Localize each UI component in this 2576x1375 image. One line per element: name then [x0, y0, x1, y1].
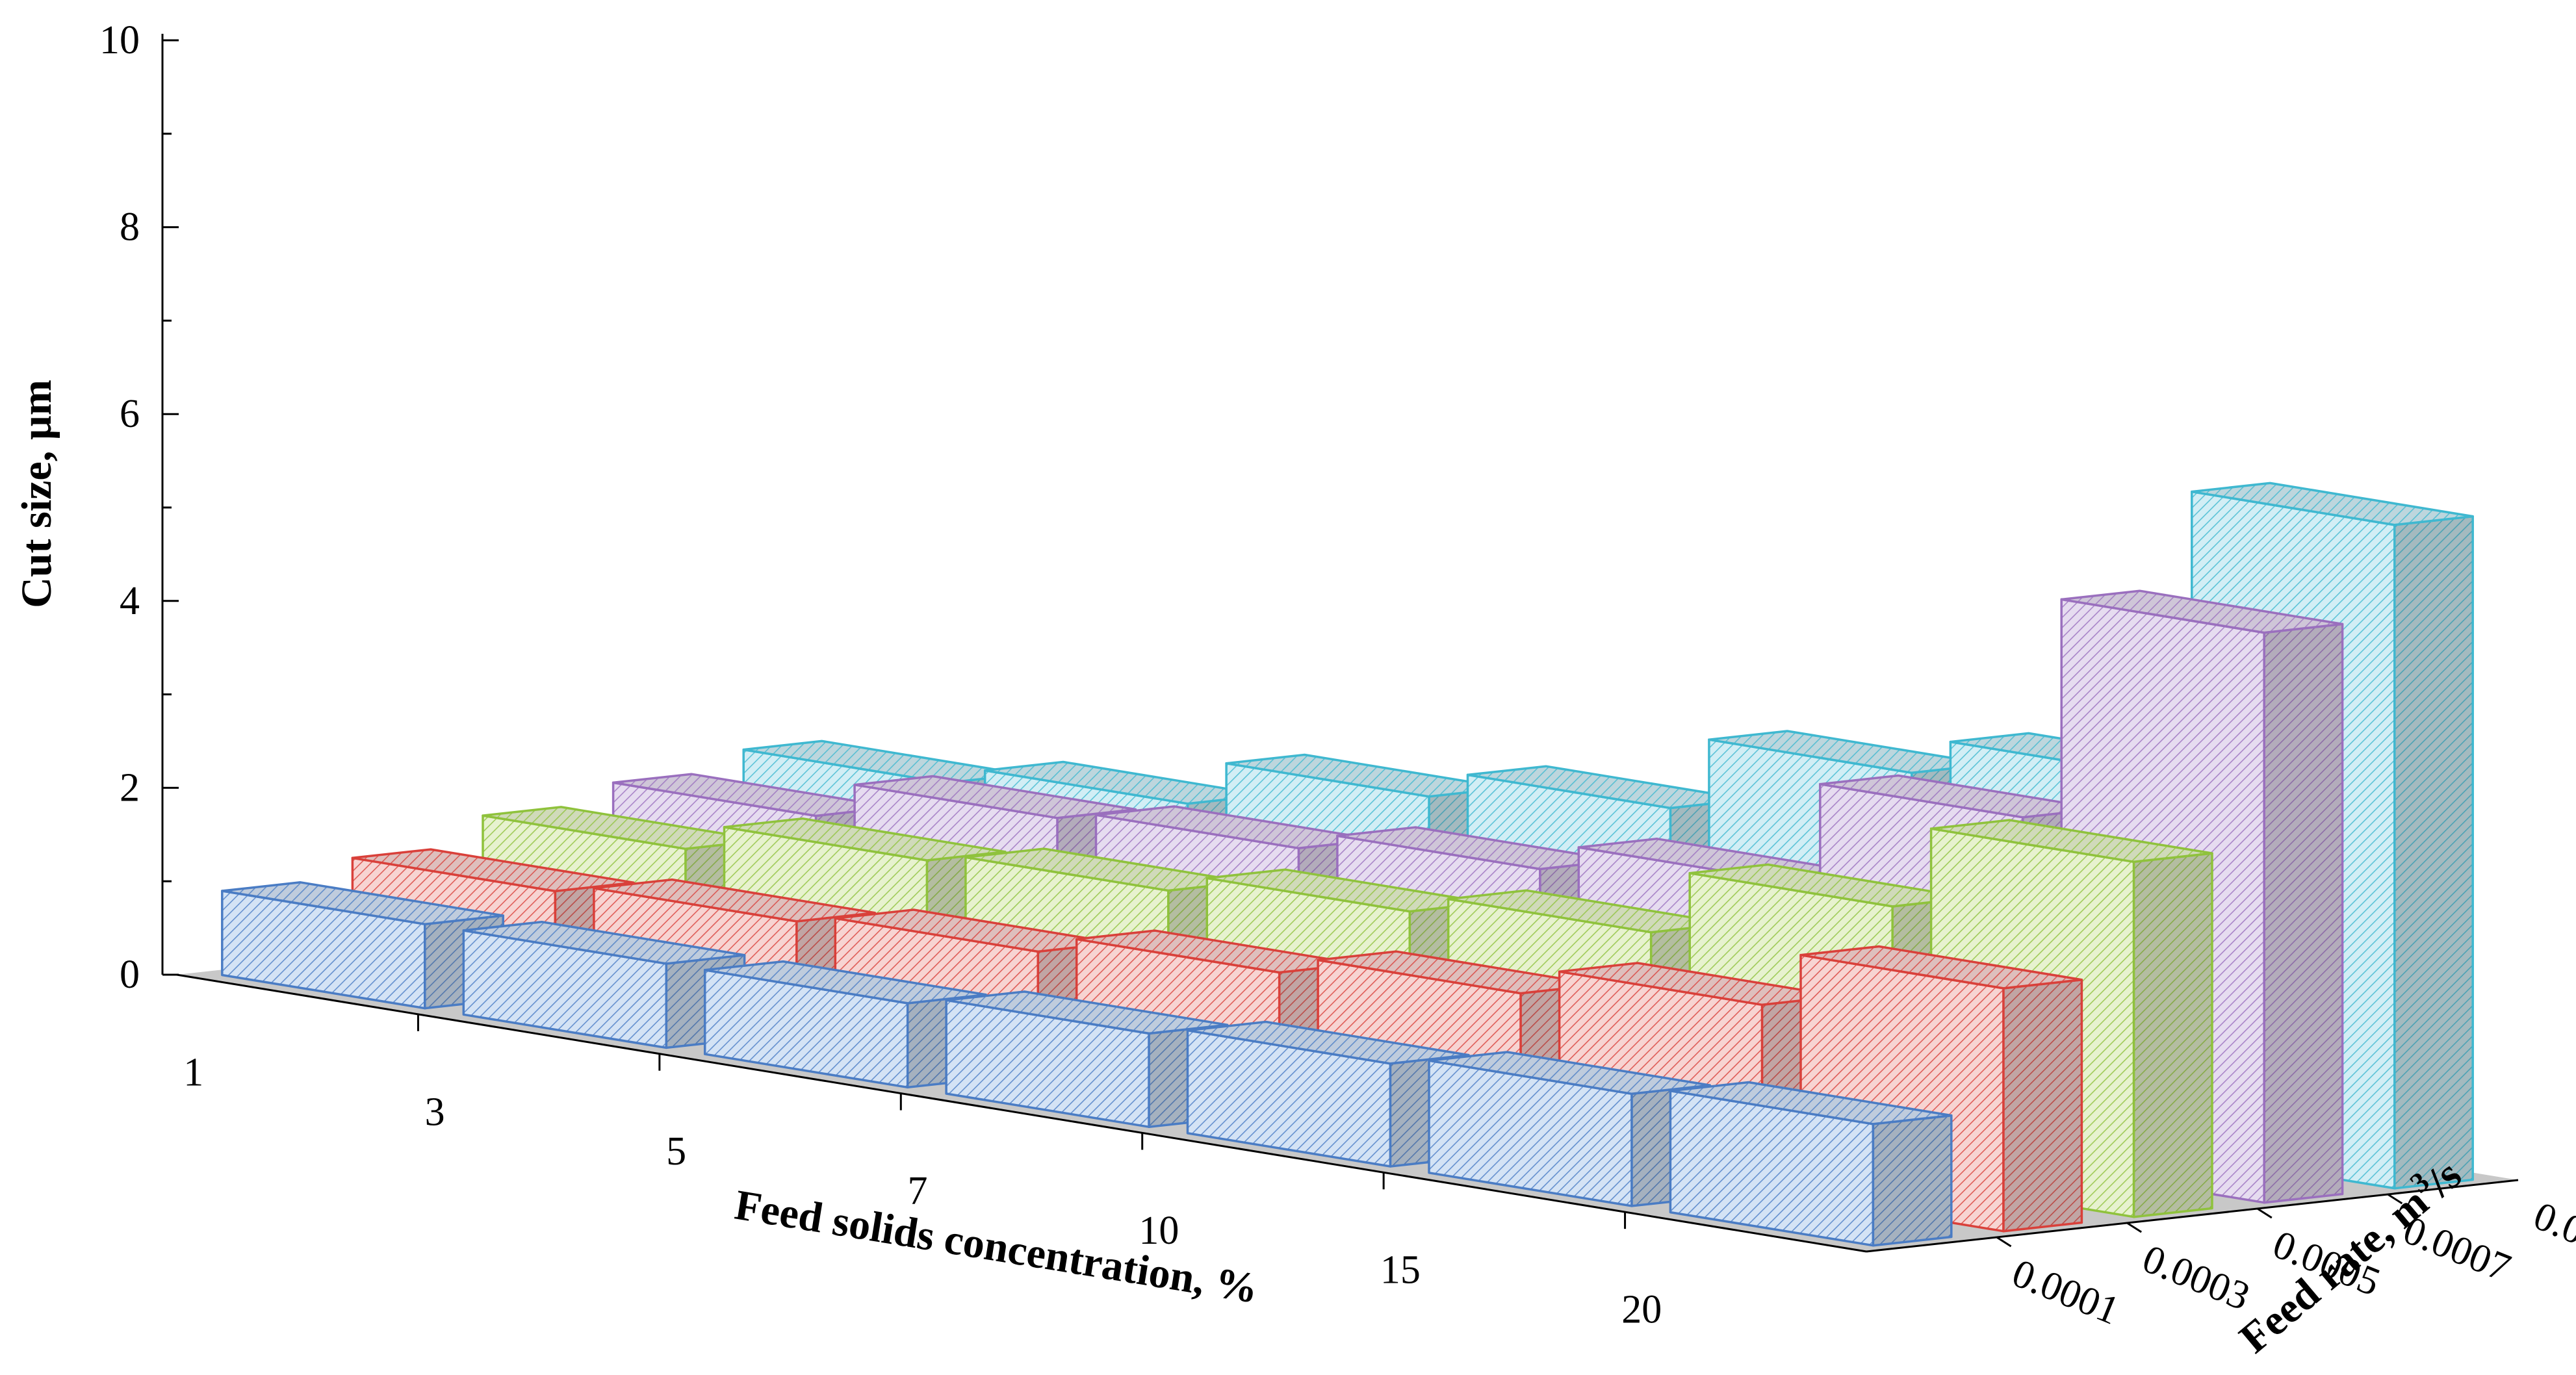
- bar: [1669, 1081, 1953, 1247]
- bar-top-face: [853, 775, 1137, 819]
- bar-top-face: [2060, 589, 2344, 634]
- z-axis-title: Cut size, µm: [13, 379, 60, 608]
- x-axis-line: [176, 973, 1867, 1253]
- x-tick-label: 15: [1380, 1248, 1421, 1292]
- x-axis-title: Feed solids concentration, %: [732, 1181, 1261, 1313]
- bar-top-face: [723, 817, 1007, 862]
- z-tick-label: 6: [120, 392, 140, 436]
- z-tick-label: 8: [120, 205, 140, 250]
- bar-top-face: [593, 878, 876, 923]
- bar-top-face: [1799, 945, 2083, 990]
- z-tick-label: 10: [99, 18, 140, 62]
- x-tick-label: 5: [666, 1129, 686, 1174]
- z-tick-label: 0: [120, 953, 140, 997]
- x-tick-label: 1: [183, 1050, 203, 1094]
- x-tick-label: 7: [908, 1169, 928, 1213]
- bar-side-face: [2263, 623, 2344, 1204]
- y-tick-mark: [2126, 1222, 2143, 1233]
- x-tick-label: 20: [1621, 1288, 1662, 1332]
- bar-top-face: [1669, 1081, 1953, 1125]
- z-tick-label: 2: [120, 765, 140, 810]
- x-tick-label: 3: [425, 1090, 445, 1134]
- bar-top-face: [1428, 1051, 1712, 1096]
- bar-side-face: [2002, 978, 2083, 1233]
- y-tick-mark: [2387, 1193, 2403, 1205]
- x-tick-label: 10: [1139, 1209, 1179, 1253]
- bar-top-face: [2191, 482, 2474, 526]
- bar-top-face: [462, 920, 746, 965]
- y-tick-label: 0.001: [2527, 1194, 2576, 1268]
- bar-side-face: [2393, 515, 2474, 1190]
- bar: [1799, 945, 2083, 1233]
- y-tick-mark: [2256, 1207, 2273, 1219]
- bar-top-face: [945, 990, 1229, 1035]
- bar-top-face: [1929, 819, 2213, 864]
- z-tick-label: 4: [120, 579, 140, 623]
- bar-top-face: [703, 960, 987, 1005]
- bar-side-face: [1872, 1114, 1953, 1247]
- y-tick-label: 0.0003: [2137, 1237, 2256, 1319]
- y-axis-line: [1866, 1179, 2519, 1253]
- y-tick-mark: [1996, 1236, 2012, 1248]
- bar-top-face: [1186, 1020, 1470, 1065]
- y-tick-label: 0.0001: [2006, 1251, 2126, 1333]
- bar-top-face: [351, 848, 635, 893]
- bar-side-face: [2132, 852, 2213, 1218]
- bar-top-face: [221, 881, 504, 925]
